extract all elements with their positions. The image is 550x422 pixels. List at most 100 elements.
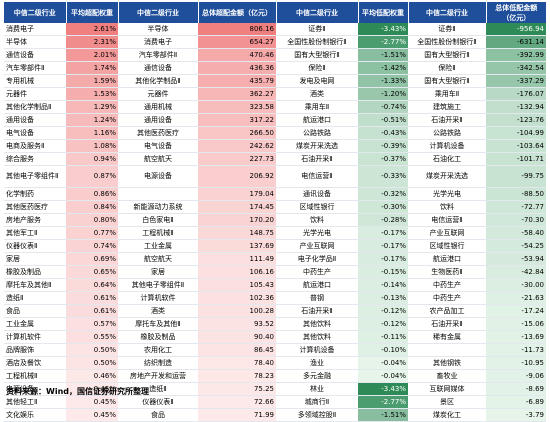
industry-cell: 保险Ⅱ [408, 61, 486, 75]
industry-cell: 食品 [4, 304, 66, 318]
industry-cell: 石油开采Ⅱ [408, 113, 486, 127]
total-underweight-cell: -392.99 [486, 48, 546, 62]
total-underweight-cell: -11.73 [486, 343, 546, 357]
avg-underweight-cell: -0.10% [358, 343, 408, 357]
avg-underweight-cell: -0.11% [358, 330, 408, 344]
avg-overweight-cell: 0.77% [66, 226, 118, 240]
total-overweight-cell: 93.52 [198, 317, 276, 331]
industry-cell: 石油开采Ⅱ [276, 304, 358, 318]
industry-cell: 半导体 [4, 35, 66, 49]
avg-underweight-cell: -0.17% [358, 226, 408, 240]
total-overweight-cell: 435.79 [198, 74, 276, 88]
industry-cell: 电源设备 [118, 165, 198, 188]
total-underweight-cell: -17.24 [486, 304, 546, 318]
industry-cell: 中药生产 [408, 278, 486, 292]
avg-underweight-cell: -0.14% [358, 278, 408, 292]
industry-cell: 饮料 [276, 213, 358, 227]
avg-underweight-cell: -0.30% [358, 200, 408, 214]
industry-cell: 电源设备 [4, 382, 66, 396]
header-avg-overweight: 平均超配权重 [66, 2, 119, 23]
industry-cell: 石油化工 [408, 152, 486, 166]
table-row: 酒店及餐饮 0.50% 纺织制造 78.40 渔业 -0.04% 其他钢铁 -10.95 [4, 356, 546, 370]
industry-cell: 纺织制造 [118, 356, 198, 370]
table-row: 品牌服饰 0.50% 农用化工 86.45 计算机设备 -0.10% -11.73 [4, 343, 546, 357]
industry-cell: 造纸Ⅱ [4, 291, 66, 305]
industry-cell: 航空航天 [118, 252, 198, 266]
avg-underweight-cell: -0.32% [358, 187, 408, 201]
industry-cell: 电气设备 [4, 126, 66, 140]
avg-underweight-cell: -0.74% [358, 100, 408, 114]
industry-cell: 橡胶及制品 [4, 265, 66, 279]
industry-cell [408, 343, 486, 357]
header-industry-2: 中信二级行业 [118, 2, 199, 23]
avg-underweight-cell: -0.13% [358, 291, 408, 305]
total-underweight-cell: -54.25 [486, 239, 546, 253]
total-underweight-cell: -21.63 [486, 291, 546, 305]
table-row: 元器件 1.53% 元器件 362.27 酒类 -1.20% 乘用车Ⅱ -176.07 [4, 87, 546, 101]
industry-cell: 其他化学制品Ⅱ [118, 74, 198, 88]
avg-underweight-cell: -1.51% [358, 48, 408, 62]
avg-overweight-cell: 0.64% [66, 278, 118, 292]
avg-underweight-cell: -0.37% [358, 152, 408, 166]
header-total-underweight-amount: 总体低配金额（亿元） [486, 2, 546, 23]
industry-cell: 通信设备 [4, 48, 66, 62]
industry-cell: 其他电子零组件Ⅱ [4, 165, 66, 188]
industry-cell: 其他军工Ⅱ [4, 226, 66, 240]
industry-cell: 消费电子 [118, 35, 198, 49]
industry-cell: 工程机械Ⅱ [118, 226, 198, 240]
total-underweight-cell: -3.79 [486, 408, 546, 422]
avg-overweight-cell: 0.45% [66, 395, 118, 409]
total-underweight-cell: -9.06 [486, 369, 546, 383]
total-underweight-cell: -99.75 [486, 165, 546, 188]
avg-overweight-cell: 0.55% [66, 330, 118, 344]
header-industry-1: 中信二级行业 [4, 2, 67, 23]
industry-cell: 稀有金属 [408, 330, 486, 344]
table-row: 房地产服务 0.80% 白色家电Ⅱ 170.20 饮料 -0.28% 电信运营Ⅱ -70.30 [4, 213, 546, 227]
avg-overweight-cell: 0.50% [66, 343, 118, 357]
industry-cell: 多元金融 [276, 369, 358, 383]
industry-cell: 其他饮料 [276, 317, 358, 331]
table-row: 综合服务 0.94% 航空航天 227.73 石油开采Ⅱ -0.37% 石油化工 -101.7… [4, 152, 546, 166]
table-row: 仪器仪表Ⅱ 0.74% 工业金属 137.69 产业互联网 -0.17% 区域性银行 -54.… [4, 239, 546, 253]
industry-cell: 汽车零部件Ⅱ [118, 48, 198, 62]
avg-overweight-cell: 0.46% [66, 369, 118, 383]
industry-cell: 其他饮料 [276, 330, 358, 344]
avg-overweight-cell: 0.87% [66, 165, 118, 188]
total-underweight-cell: -103.64 [486, 139, 546, 153]
industry-cell [118, 187, 198, 201]
table-row: 半导体 2.31% 消费电子 654.27 全国性股份制银行Ⅱ -2.77% 全国性股份制银… [4, 35, 546, 49]
total-overweight-cell: 323.58 [198, 100, 276, 114]
total-overweight-cell: 179.04 [198, 187, 276, 201]
industry-cell: 航运港口 [408, 252, 486, 266]
industry-cell: 国有大型银行Ⅱ [408, 48, 486, 62]
industry-cell: 其他医药医疗 [4, 200, 66, 214]
avg-overweight-cell: 1.29% [66, 100, 118, 114]
industry-cell: 航运港口 [276, 278, 358, 292]
industry-cell: 证券Ⅱ [276, 23, 358, 36]
industry-cell: 半导体 [118, 23, 198, 36]
source-note: 资料来源：Wind，国信证券研究所整理 [6, 387, 149, 396]
total-overweight-cell: 71.99 [198, 408, 276, 422]
total-underweight-cell: -342.54 [486, 61, 546, 75]
total-overweight-cell: 362.27 [198, 87, 276, 101]
avg-underweight-cell: -1.20% [358, 87, 408, 101]
total-overweight-cell: 137.69 [198, 239, 276, 253]
table-row: 工程机械Ⅱ 0.46% 房地产开发和运营 78.23 多元金融 -0.04% 畜牧业 -9.0… [4, 369, 546, 383]
total-underweight-cell: -101.71 [486, 152, 546, 166]
industry-cell: 家居 [118, 265, 198, 279]
avg-overweight-cell: 1.08% [66, 139, 118, 153]
header-total-overweight-amount: 总体超配金额（亿元） [198, 2, 277, 23]
industry-cell: 景区 [408, 395, 486, 409]
total-underweight-cell: -104.99 [486, 126, 546, 140]
industry-cell: 国有大型银行Ⅱ [276, 48, 358, 62]
avg-underweight-cell: -3.43% [358, 382, 408, 396]
total-underweight-cell: -10.95 [486, 356, 546, 370]
industry-cell: 光学光电 [408, 187, 486, 201]
total-underweight-cell: -956.94 [486, 23, 546, 36]
industry-cell: 中药生产 [408, 291, 486, 305]
industry-cell: 电商及服务Ⅱ [4, 139, 66, 153]
avg-underweight-cell: -0.17% [358, 239, 408, 253]
industry-cell: 建筑施工 [408, 100, 486, 114]
industry-cell: 农用化工 [118, 343, 198, 357]
avg-overweight-cell: 0.69% [66, 252, 118, 266]
